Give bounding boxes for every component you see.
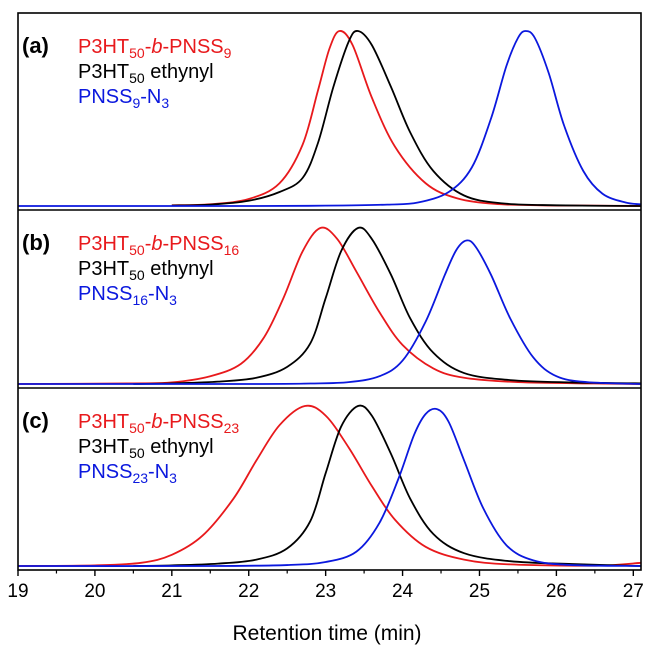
panel-2-legend-3: PNSS16​-N3​ (78, 283, 177, 308)
panel-3-series-3-line (17, 407, 642, 567)
panel-1: (a) P3HT50​-b-PNSS9​P3HT50​ ethynylPNSS9​… (17, 30, 642, 207)
panel-3-legend-1: P3HT50​-b-PNSS23​ (78, 411, 239, 436)
x-axis: 19 20 21 22 23 24 25 26 27 (7, 570, 644, 602)
panel-2-label: (b) (22, 230, 50, 255)
panel-3-legend-2: P3HT50​ ethynyl (78, 436, 214, 461)
panel-1-label: (a) (22, 33, 49, 58)
x-tick-label: 25 (469, 581, 490, 602)
x-tick-label: 23 (315, 581, 336, 602)
panel-3-legend-3: PNSS23​-N3​ (78, 461, 177, 486)
panel-2-legend-2: P3HT50​ ethynyl (78, 258, 214, 283)
panel-3-series-2-line (133, 404, 642, 567)
x-tick-label: 19 (7, 581, 28, 602)
panel-1-legend-3: PNSS9​-N3​ (78, 86, 169, 111)
panel-2-legend-1: P3HT50​-b-PNSS16​ (78, 233, 239, 258)
plot-border (17, 12, 642, 571)
panel-1-series-1-line (171, 30, 642, 207)
panel-2-series-1-line (17, 226, 642, 385)
x-tick-label: 20 (84, 581, 105, 602)
panel-3-series-1-line (17, 404, 642, 567)
panel-1-series-3-line (17, 30, 642, 207)
panel-2-series-2-line (133, 226, 642, 385)
panels: (a)P3HT50​-b-PNSS9​P3HT50​ ethynylPNSS9​… (17, 30, 642, 567)
x-tick-label: 26 (546, 581, 567, 602)
panel-1-legend-2: P3HT50​ ethynyl (78, 61, 214, 86)
x-tick-label: 22 (238, 581, 259, 602)
x-tick-label: 24 (392, 581, 414, 602)
x-axis-title: Retention time (min) (232, 622, 421, 645)
x-tick-label: 27 (623, 581, 644, 602)
panel-2-series-3-line (17, 239, 642, 385)
panel-3: (c) P3HT50​-b-PNSS23​P3HT50​ ethynylPNSS2… (17, 404, 642, 567)
panel-2: (b) P3HT50​-b-PNSS16​P3HT50​ ethynylPNSS1… (17, 226, 642, 385)
panel-1-series-2-line (171, 30, 642, 207)
panel-1-legend-1: P3HT50​-b-PNSS9​ (78, 36, 232, 61)
x-tick-label: 21 (161, 581, 182, 602)
plot-frame (17, 12, 642, 571)
panel-3-label: (c) (22, 408, 49, 433)
